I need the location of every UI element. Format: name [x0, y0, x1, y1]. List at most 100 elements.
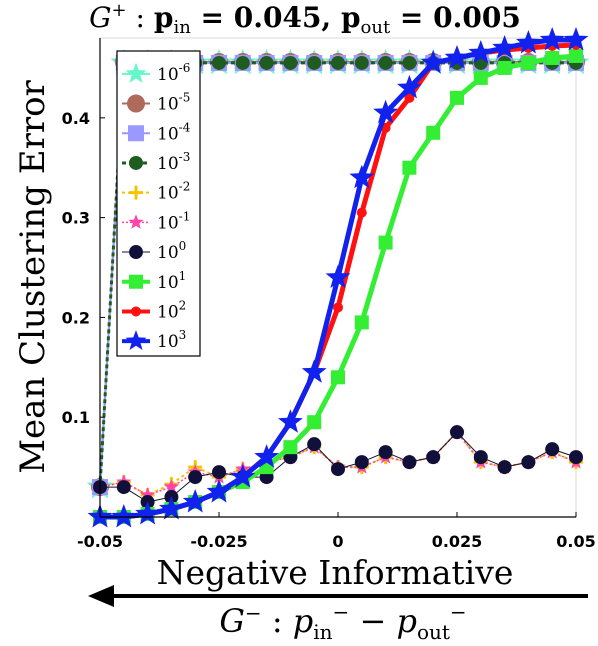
series-6-point-4	[188, 470, 203, 485]
legend-item-6: 100	[122, 239, 186, 263]
series-9-point-5	[206, 479, 232, 503]
series-7-point-16	[473, 70, 488, 85]
series-6-point-16	[473, 450, 488, 465]
legend-label-8: 102	[157, 298, 186, 322]
series-6-point-18	[521, 455, 536, 470]
series-7-point-14	[426, 125, 441, 140]
series-3-point-8	[283, 55, 298, 70]
series-9-point-1	[111, 504, 137, 528]
series-7-point-18	[521, 55, 536, 70]
legend-label-4: 10-2	[157, 180, 190, 204]
legend-label-9: 103	[157, 328, 186, 352]
legend-item-4: 10-2	[122, 180, 190, 204]
legend-marker-6	[129, 245, 143, 260]
legend-marker-5	[128, 214, 144, 229]
series-8-point-10	[333, 302, 343, 313]
legend-marker-4	[129, 185, 143, 200]
series-7-point-10	[331, 370, 345, 385]
x-tick-label-4: 0.05	[556, 532, 595, 551]
series-9	[87, 27, 589, 528]
x-tick-label-1: -0.025	[190, 532, 247, 551]
legend-marker-9	[125, 330, 147, 350]
legend-item-2: 10-4	[122, 120, 191, 144]
series-6-point-15	[450, 425, 464, 440]
series-9-point-2	[135, 501, 160, 525]
series-6-point-17	[497, 460, 512, 475]
series-5-point-3	[163, 479, 179, 494]
legend-marker-0	[125, 62, 147, 83]
y-tick-label-2: 0.3	[62, 209, 90, 228]
series-9-point-14	[420, 49, 446, 74]
series-3-point-12	[378, 55, 393, 70]
series-8-point-11	[356, 207, 367, 218]
legend-item-8: 102	[122, 298, 186, 322]
series-9-point-20	[563, 27, 589, 51]
series-9-point-16	[468, 40, 494, 64]
series-9-point-18	[516, 30, 541, 54]
y-axis-label: Mean Clustering Error	[13, 79, 53, 473]
series-9-point-8	[278, 409, 303, 433]
legend-item-9: 103	[122, 328, 186, 352]
series-3-point-10	[331, 55, 345, 70]
series-9-point-4	[182, 489, 208, 513]
legend-marker-2	[128, 125, 144, 142]
series-9-point-9	[301, 359, 327, 383]
series-line-4	[99, 431, 577, 496]
series-7-point-13	[402, 160, 417, 175]
series-6-point-13	[402, 455, 417, 470]
series-7-point-15	[450, 90, 464, 105]
legend-marker-3	[129, 155, 143, 170]
series-3-point-11	[354, 55, 369, 70]
series-5-point-2	[140, 487, 156, 502]
y-tick-label-1: 0.2	[62, 308, 90, 327]
series-7-point-11	[354, 315, 369, 330]
series-6-point-10	[331, 462, 345, 477]
legend-label-5: 10-1	[157, 209, 190, 233]
series-7-point-20	[569, 48, 583, 63]
x-tick-label-2: 0	[332, 532, 343, 551]
legend-label-7: 101	[157, 269, 186, 293]
series-6-point-9	[307, 437, 322, 452]
y-tick-label-0: 0.1	[62, 408, 90, 427]
series-9-point-7	[254, 444, 279, 468]
series-6-point-20	[569, 450, 583, 465]
legend: 10-6 10-5 10-4 10-3 10-2 10-1 100 101 102 103	[116, 50, 201, 357]
series-8-point-13	[404, 92, 415, 103]
series-9-point-10	[325, 264, 351, 288]
legend-label-0: 10-6	[157, 61, 190, 85]
x-tick-label-3: 0.025	[432, 532, 483, 551]
series-6-point-5	[212, 465, 226, 480]
legend-marker-8	[131, 306, 141, 317]
legend-marker-1	[127, 94, 145, 113]
legend-item-7: 101	[122, 269, 186, 293]
legend-label-2: 10-4	[157, 120, 191, 144]
series-3-point-6	[235, 55, 250, 70]
legend-label-6: 100	[157, 239, 186, 263]
y-tick-label-3: 0.4	[62, 109, 90, 128]
series-9-point-11	[349, 164, 375, 189]
direction-arrow-head	[88, 585, 114, 607]
legend-item-3: 10-3	[122, 150, 190, 174]
series-3-point-9	[307, 55, 322, 70]
series-6-point-19	[545, 442, 560, 457]
series-9-point-15	[444, 45, 470, 69]
axes-layer: -0.05 -0.025 0 0.025 0.05 0.1 0.2 0.3 0.4	[62, 38, 596, 551]
series-9-point-6	[230, 464, 256, 488]
text-layer: Mean Clustering Error Negative Informativ…	[13, 0, 588, 644]
series-6-point-11	[354, 455, 369, 470]
legend-item-0: 10-6	[122, 61, 190, 85]
series-6-point-12	[378, 445, 393, 460]
legend-label-1: 10-5	[157, 91, 190, 115]
series-3-point-7	[259, 55, 274, 70]
graph-subcaption: G− : pin− − pout−	[219, 600, 466, 644]
x-tick-label-0: -0.05	[77, 532, 123, 551]
legend-item-5: 10-1	[122, 209, 190, 233]
series-6-point-1	[116, 480, 131, 495]
series-9-point-12	[373, 99, 398, 124]
series-9-point-13	[397, 74, 422, 99]
series-7-point-17	[497, 60, 512, 75]
series-9-point-17	[492, 35, 517, 59]
series-7-point-12	[378, 235, 393, 250]
legend-marker-7	[129, 274, 143, 289]
